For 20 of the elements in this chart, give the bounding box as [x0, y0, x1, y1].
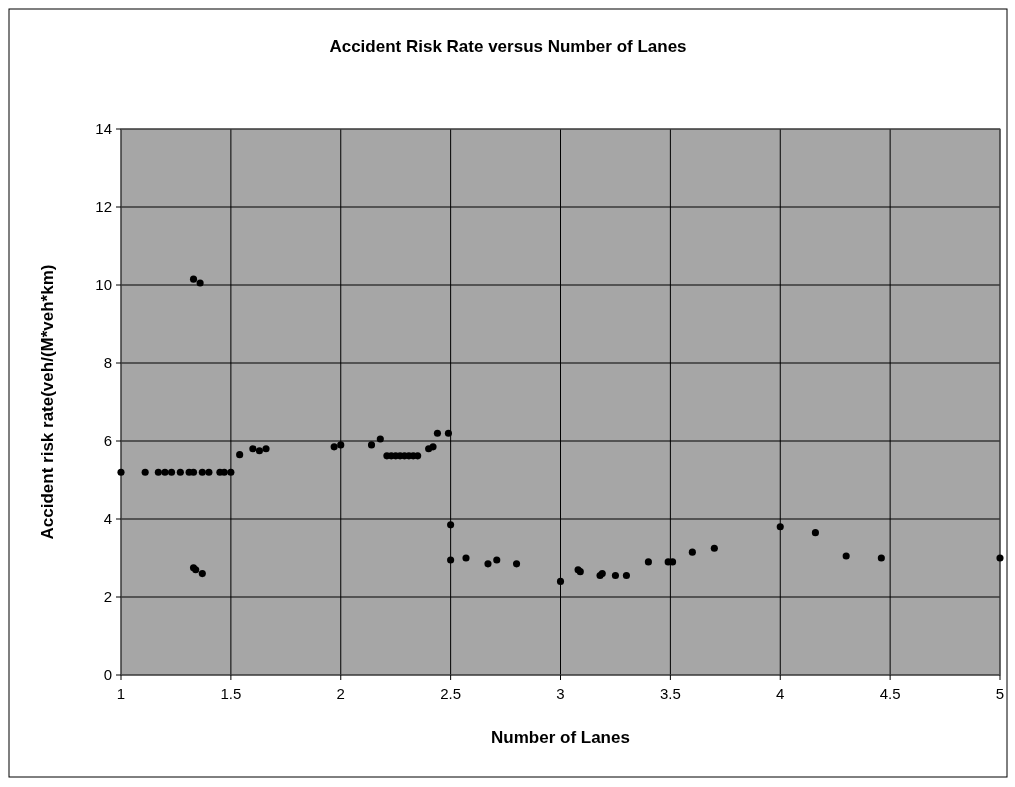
chart-title: Accident Risk Rate versus Number of Lanes [329, 37, 687, 56]
x-tick-label: 5 [995, 685, 1005, 702]
y-tick-label: 2 [103, 588, 112, 606]
x-tick-label: 2 [336, 685, 345, 702]
x-tick-label: 1.5 [220, 685, 242, 702]
x-tick-label: 4 [776, 685, 785, 702]
y-tick-label: 6 [103, 432, 112, 450]
y-tick-label: 4 [103, 510, 112, 528]
y-tick-label: 8 [103, 354, 112, 372]
y-axis-title: Accident risk rate(veh/(M*veh*km) [38, 264, 57, 540]
x-tick-label: 1 [116, 685, 126, 702]
x-tick-label: 3 [556, 685, 565, 702]
x-tick-label: 3.5 [659, 685, 681, 702]
x-axis-title: Number of Lanes [491, 728, 630, 747]
x-tick-label: 4.5 [879, 685, 901, 702]
y-tick-label: 10 [95, 276, 112, 294]
y-tick-label: 0 [103, 666, 112, 684]
y-tick-label: 12 [95, 198, 112, 216]
x-tick-label: 2.5 [440, 685, 462, 702]
y-tick-label: 14 [95, 120, 112, 138]
